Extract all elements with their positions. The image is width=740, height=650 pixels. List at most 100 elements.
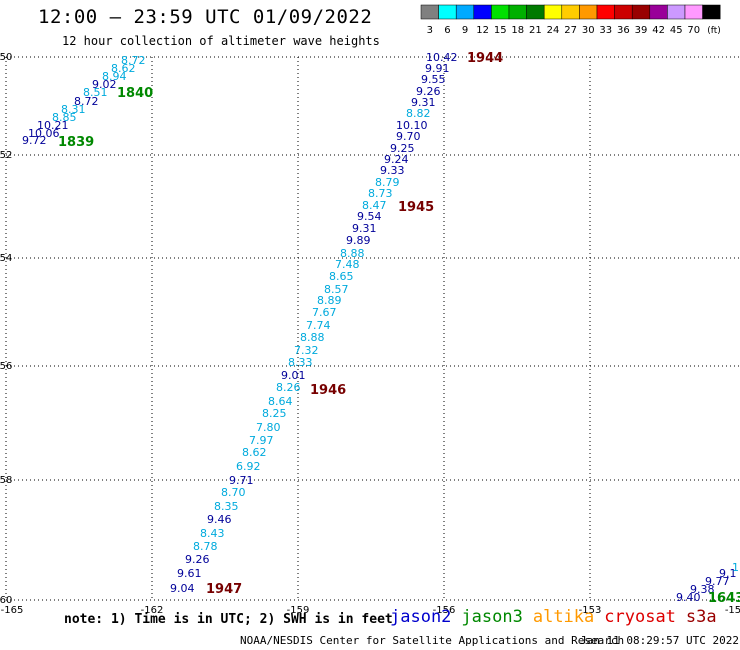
y-tick-label: -56 — [0, 361, 12, 372]
wave-height-label: 8.43 — [200, 527, 225, 540]
pass-time-label: 1839 — [58, 135, 94, 150]
wave-height-label: 8.57 — [324, 283, 349, 296]
x-tick-label: -162 — [141, 605, 164, 616]
wave-height-label: 7.97 — [249, 434, 274, 447]
wave-height-label: 9.91 — [425, 62, 450, 75]
map-title: 12:00 – 23:59 UTC 01/09/2022 — [38, 6, 373, 28]
legend-label: 3 — [427, 25, 433, 36]
color-legend: 3 6 9 12 15 18 21 24 27 30 33 36 39 42 45 70 (ft) — [420, 4, 721, 36]
legend-label: 42 — [652, 25, 665, 36]
wave-height-label: 9.71 — [229, 474, 254, 487]
map-subtitle: 12 hour collection of altimeter wave hei… — [62, 34, 380, 48]
y-tick-label: -52 — [0, 150, 12, 161]
mission-s3a: s3a — [685, 607, 717, 627]
legend-label: 36 — [617, 25, 630, 36]
wave-height-label: 8.78 — [193, 540, 218, 553]
wave-height-label: 8.82 — [406, 107, 431, 120]
x-tick-label: -156 — [433, 605, 456, 616]
wave-height-label: 9.40 — [676, 591, 701, 604]
y-tick-label: -58 — [0, 475, 12, 486]
wave-height-label: 8.88 — [340, 247, 365, 260]
wave-height-label: 8.94 — [102, 70, 127, 83]
x-tick-label: -159 — [287, 605, 310, 616]
wave-height-label: 9.25 — [390, 142, 415, 155]
wave-height-label: 9.02 — [92, 78, 117, 91]
pass-time-label: 1643 — [708, 591, 740, 606]
pass-time-label: 1840 — [117, 86, 153, 101]
wave-height-label: 9.38 — [690, 583, 715, 596]
wave-height-label: 9.24 — [384, 153, 409, 166]
wave-height-label: 8.72 — [121, 54, 146, 67]
wave-height-label: 9.46 — [207, 513, 232, 526]
wave-height-label: 6.92 — [236, 460, 261, 473]
wave-height-label: 9.70 — [396, 130, 421, 143]
wave-height-label: 8.62 — [242, 446, 267, 459]
legend-label: 12 — [476, 25, 489, 36]
mission-cryosat: cryosat — [604, 607, 676, 627]
wave-height-label: 8.65 — [329, 270, 354, 283]
wave-height-label: 8.62 — [111, 62, 136, 75]
wave-height-label: 9.01 — [281, 369, 306, 382]
legend-label: 39 — [635, 25, 648, 36]
legend-label: 70 — [687, 25, 700, 36]
legend-label: 45 — [670, 25, 683, 36]
legend-label: 15 — [494, 25, 507, 36]
wave-height-label: 10.21 — [37, 119, 69, 132]
wave-height-label: 8.73 — [368, 187, 393, 200]
wave-height-label: 8.35 — [214, 500, 239, 513]
track-1944-1947: 10.429.919.559.269.318.8210.109.709.259.… — [170, 51, 458, 595]
legend-label: 33 — [599, 25, 612, 36]
mission-jason2: jason2 — [390, 607, 452, 627]
wave-height-label: 7.74 — [306, 319, 331, 332]
wave-height-label: 8.79 — [375, 176, 400, 189]
legend-label: 6 — [444, 25, 450, 36]
wave-height-label: 7.48 — [335, 258, 360, 271]
wave-height-label: 9.61 — [177, 567, 202, 580]
credit-line: NOAA/NESDIS Center for Satellite Applica… — [240, 634, 625, 647]
legend-label: 9 — [462, 25, 468, 36]
wave-height-label: 7.80 — [256, 421, 281, 434]
wave-height-label: 1 — [732, 561, 739, 574]
wave-height-label: 9.26 — [185, 553, 210, 566]
generated-timestamp: Jan 11 08:29:57 UTC 2022 — [580, 634, 739, 647]
wave-height-label: 9.33 — [380, 164, 405, 177]
legend-swatch — [702, 4, 721, 20]
wave-height-label: 9.04 — [170, 582, 195, 595]
pass-time-label: 1945 — [398, 200, 434, 215]
wave-height-label: 9.54 — [357, 210, 382, 223]
footnote: note: 1) Time is in UTC; 2) SWH is in fe… — [64, 612, 393, 627]
pass-time-label: 1946 — [310, 383, 346, 398]
legend-label: 30 — [582, 25, 595, 36]
y-tick-label: -60 — [0, 595, 12, 606]
wave-height-label: 8.88 — [300, 331, 325, 344]
y-tick-label: -54 — [0, 253, 12, 264]
legend-label: 24 — [547, 25, 560, 36]
pass-time-label: 1944 — [467, 51, 503, 66]
wave-height-label: 7.67 — [312, 306, 337, 319]
mission-altika: altika — [532, 607, 595, 627]
mission-jason3: jason3 — [461, 607, 523, 627]
wave-height-label: 9.77 — [705, 575, 730, 588]
wave-height-label: 8.85 — [52, 111, 77, 124]
y-tick-label: -50 — [0, 52, 12, 63]
wave-height-label: 8.25 — [262, 407, 287, 420]
wave-height-label: 8.72 — [74, 95, 99, 108]
wave-height-label: 8.31 — [61, 103, 86, 116]
wave-height-label: 8.26 — [276, 381, 301, 394]
wave-height-label: 10.42 — [426, 51, 458, 64]
wave-height-label: 8.33 — [288, 356, 313, 369]
x-tick-label: -153 — [579, 605, 602, 616]
track-1643: 9.409.389.779.11 — [676, 561, 739, 604]
wave-height-label: 8.64 — [268, 395, 293, 408]
wave-height-label: 9.55 — [421, 73, 446, 86]
legend-label: 27 — [564, 25, 577, 36]
wave-height-label: 9.72 — [22, 134, 47, 147]
pass-time-label: 1947 — [206, 582, 242, 597]
wave-height-label: 8.70 — [221, 486, 246, 499]
legend-label: 21 — [529, 25, 542, 36]
track-1839-1840: 9.7210.0610.218.858.318.728.519.028.948.… — [22, 54, 146, 147]
wave-height-label: 9.1 — [719, 567, 737, 580]
wave-height-label: 8.51 — [83, 86, 108, 99]
wave-height-label: 10.06 — [28, 127, 60, 140]
